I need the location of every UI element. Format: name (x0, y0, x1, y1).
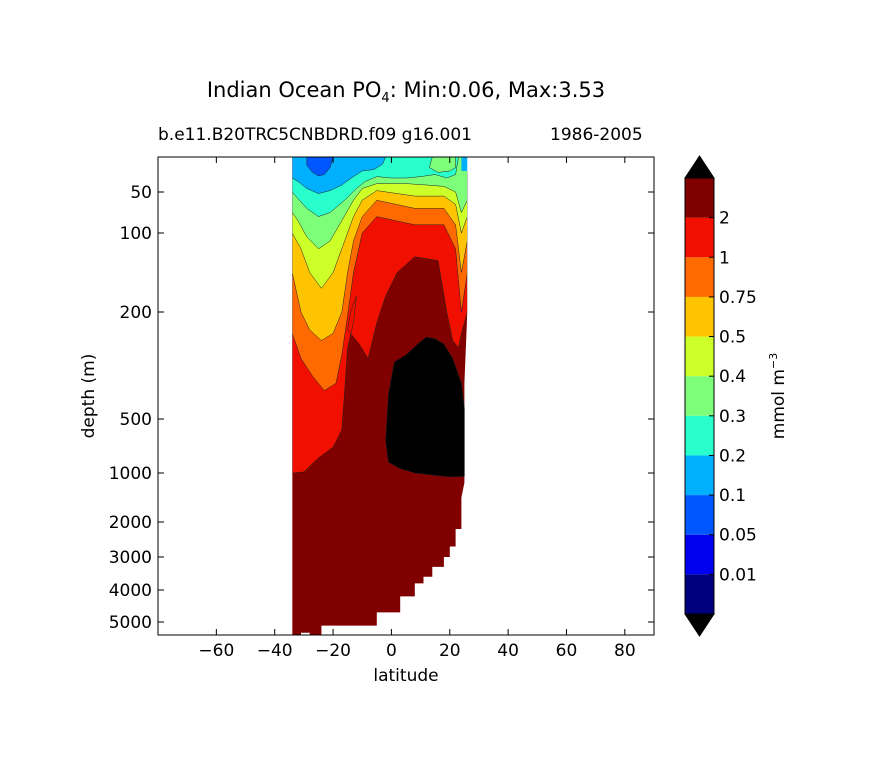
y-tick-label: 200 (120, 303, 152, 323)
y-tick-label: 2000 (109, 513, 152, 533)
y-axis-label: depth (m) (79, 354, 99, 439)
colorbar-swatch (685, 455, 714, 496)
x-axis-label: latitude (373, 666, 438, 686)
colorbar-swatch (685, 495, 714, 535)
chart-subtitle-years: 1986-2005 (550, 125, 643, 145)
mask-west (158, 157, 293, 635)
x-tick-label: 20 (439, 641, 461, 661)
colorbar: 0.01 0.05 0.1 0.2 0.3 0.4 0.5 0.75 1 2 (684, 155, 757, 637)
colorbar-swatch (685, 534, 714, 575)
colorbar-extend-min (684, 613, 715, 637)
colorbar-swatch (685, 296, 714, 337)
y-tick-label: 5000 (109, 613, 152, 633)
colorbar-tick-label: 0.5 (719, 328, 746, 348)
y-tick-label: 50 (130, 183, 152, 203)
x-tick-label: 40 (497, 641, 519, 661)
colorbar-label: mmol m−3 (767, 353, 789, 439)
colorbar-frame (684, 177, 715, 615)
chart-title: Indian Ocean PO4: Min:0.06, Max:3.53 (206, 78, 606, 107)
colorbar-tick-label: 0.2 (719, 446, 746, 466)
colorbar-extend-max (684, 155, 715, 179)
contour-field (158, 157, 654, 635)
colorbar-tick-label: 0.4 (719, 367, 746, 387)
colorbar-tick-label: 0.75 (719, 288, 757, 308)
colorbar-tick-label: 0.1 (719, 486, 746, 506)
x-tick-label: 0 (386, 641, 397, 661)
x-tick-label: −20 (315, 641, 351, 661)
y-tick-label: 100 (120, 224, 152, 244)
colorbar-tick-label: 2 (719, 209, 730, 229)
x-axis: −60 −40 −20 0 20 40 60 80 (198, 157, 636, 661)
colorbar-swatch (685, 257, 714, 297)
colorbar-swatch (685, 574, 714, 614)
x-tick-label: −40 (257, 641, 293, 661)
chart-subtitle-case: b.e11.B20TRC5CNBDRD.f09 g16.001 (158, 125, 472, 145)
y-axis: 50 100 200 500 1000 2000 3000 4000 5000 (109, 183, 654, 633)
x-tick-label: 80 (614, 641, 636, 661)
x-tick-label: −60 (198, 641, 234, 661)
colorbar-tick-label: 1 (719, 248, 730, 268)
mask-east (467, 157, 654, 635)
colorbar-swatch (685, 336, 714, 377)
colorbar-tick-label: 0.3 (719, 407, 746, 427)
contour-core-over (385, 336, 465, 478)
y-tick-label: 3000 (109, 548, 152, 568)
colorbar-swatch (685, 376, 714, 416)
colorbar-tick-label: 0.05 (719, 526, 757, 546)
colorbar-tick-label: 0.01 (719, 565, 757, 585)
y-tick-label: 500 (120, 410, 152, 430)
colorbar-swatch (685, 178, 714, 218)
y-tick-label: 1000 (109, 464, 152, 484)
colorbar-swatch (685, 415, 714, 456)
colorbar-swatch (685, 217, 714, 258)
y-tick-label: 4000 (109, 581, 152, 601)
contour-patch-0.3 (429, 157, 456, 173)
plot-frame (157, 156, 655, 636)
x-tick-label: 60 (556, 641, 578, 661)
